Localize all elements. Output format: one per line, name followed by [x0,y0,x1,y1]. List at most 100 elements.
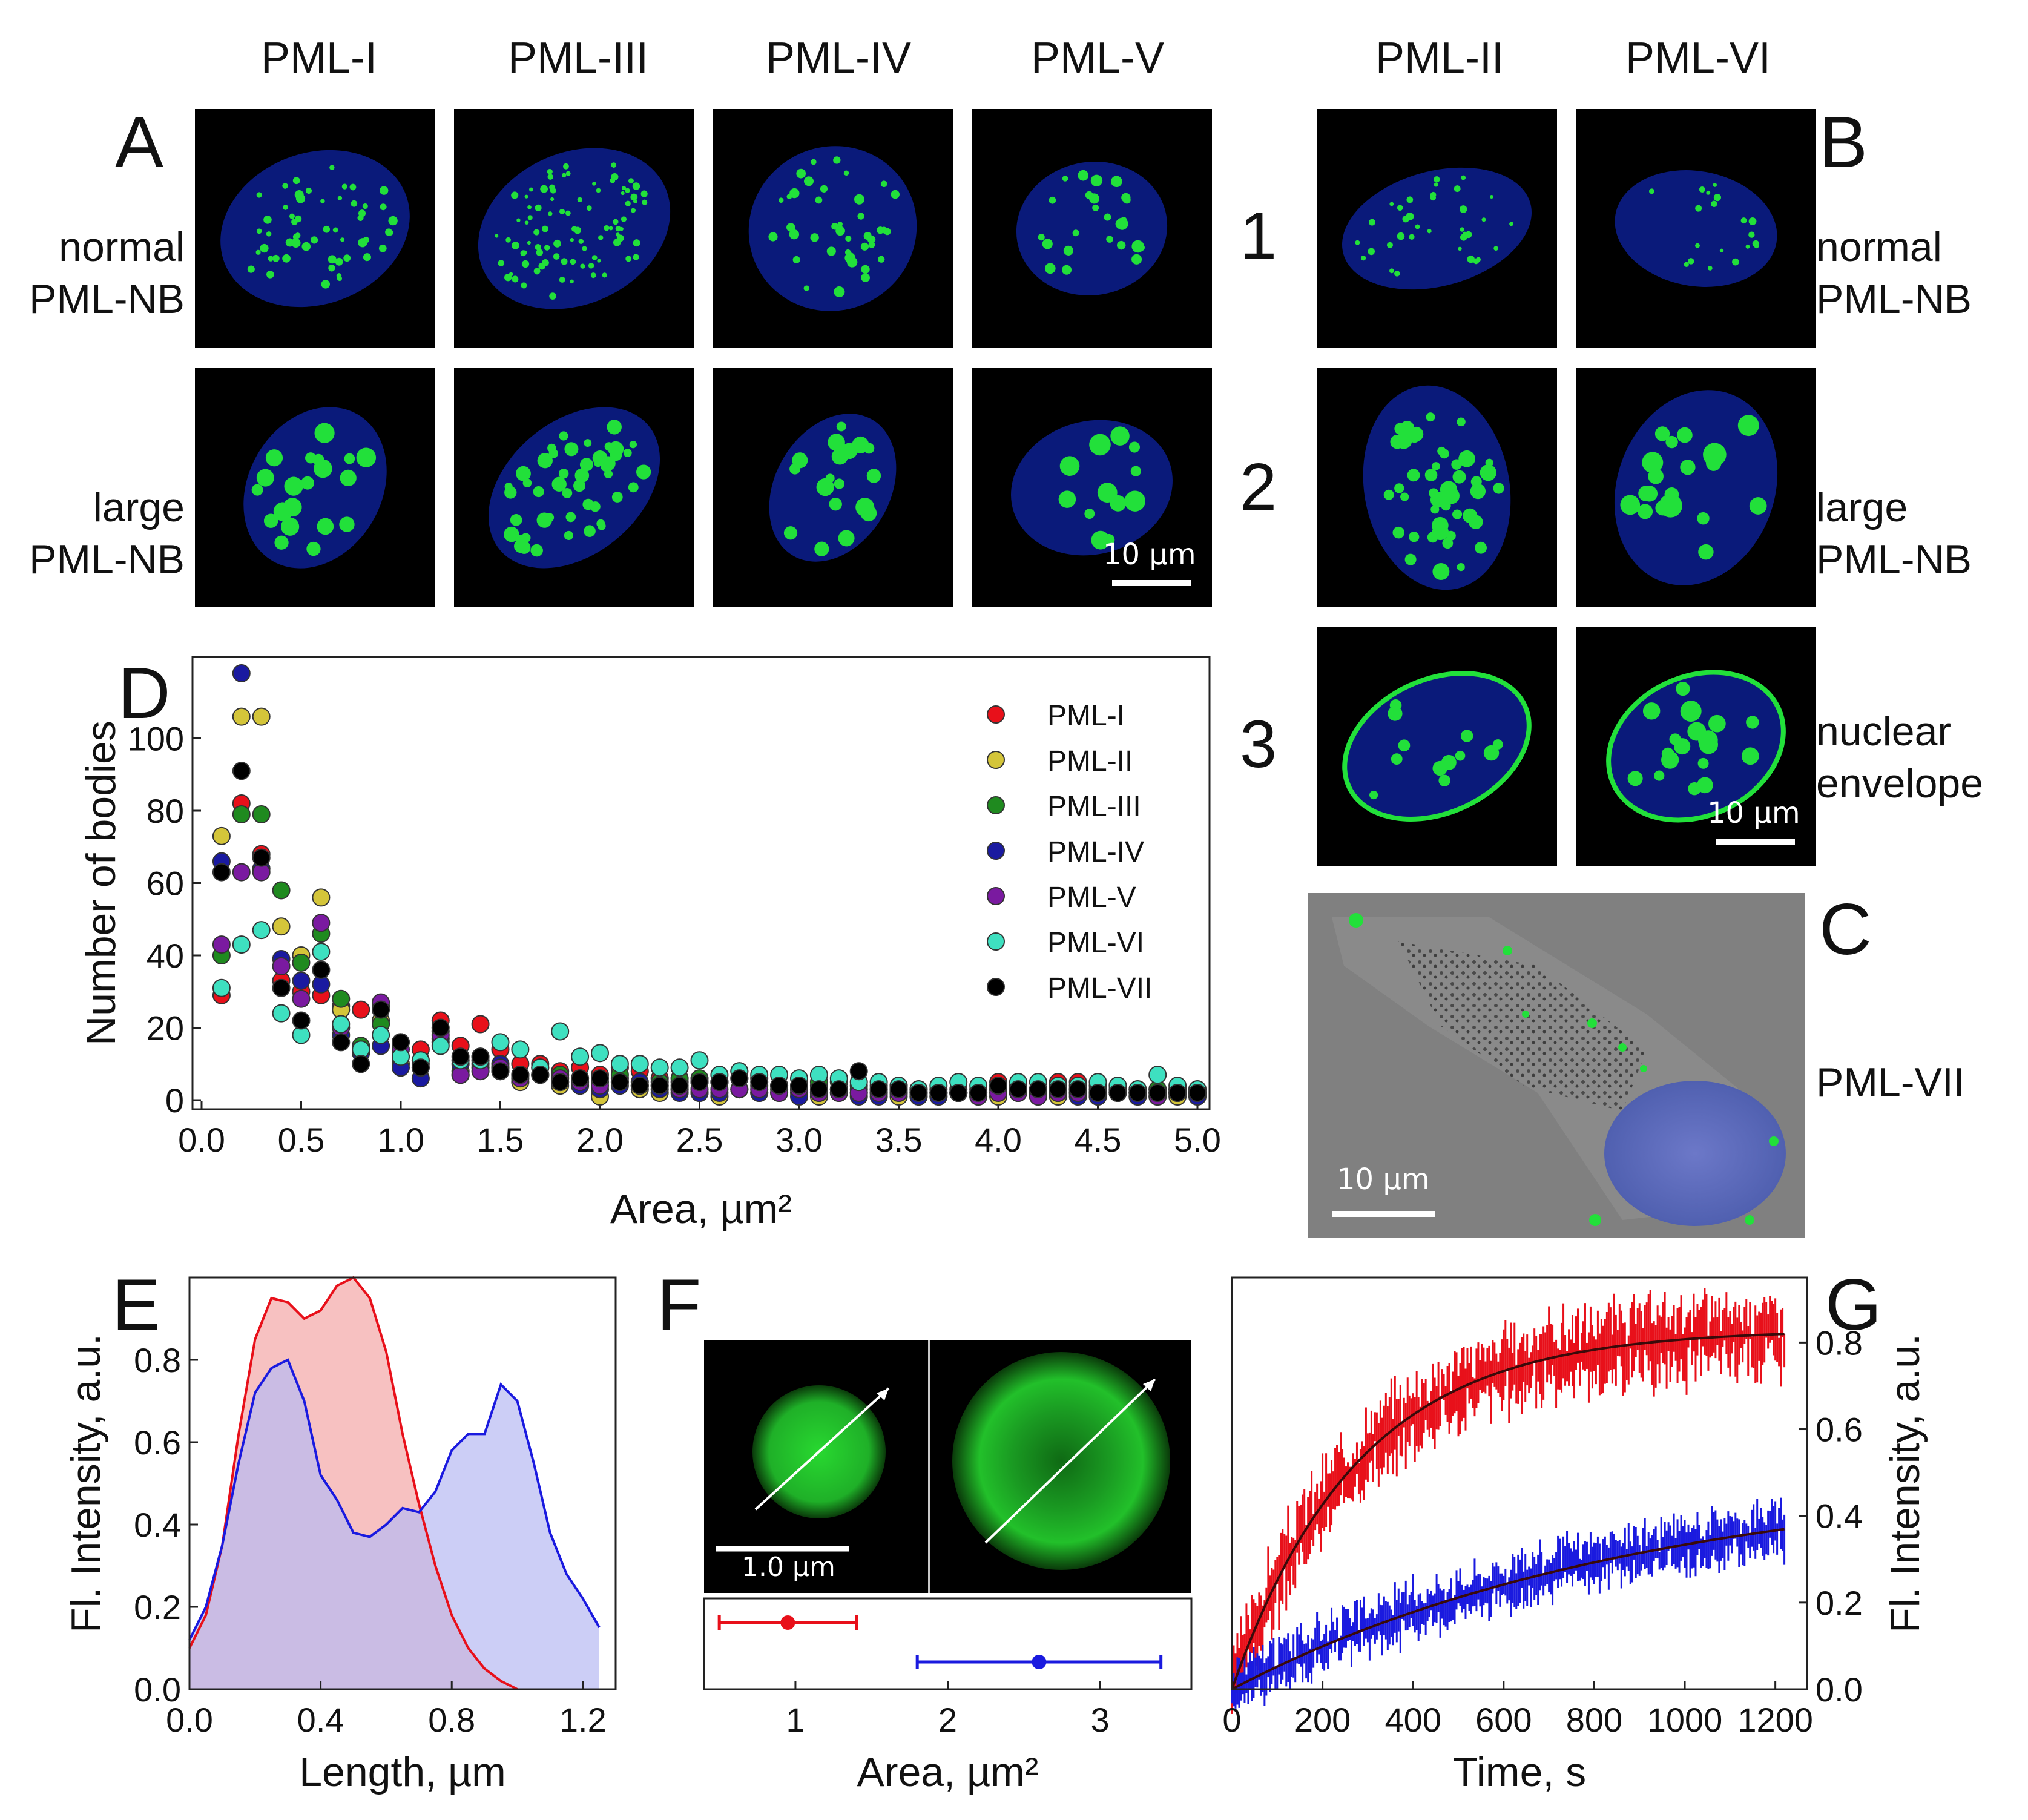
chart-d-point [571,1047,590,1066]
scale-bar-a-label: 10 µm [1103,538,1196,572]
chart-d-point [272,957,291,975]
chart-d-point [730,1069,749,1088]
col-title-pml-iv: PML-IV [765,34,912,82]
micro-a-pml-iv-large [713,368,953,607]
chart-e-area [189,1360,599,1689]
micro-a-pml-v-normal [972,109,1212,348]
chart-d-xtick: 0.0 [178,1121,225,1159]
chart-d-point [630,1055,649,1073]
chart-d-point [750,1073,769,1092]
panel-letter-c: C [1819,889,1872,970]
chart-d-point [411,1058,430,1077]
micro-b-pml-vi-normal [1576,109,1816,348]
micro-b-pml-ii-normal [1317,109,1557,348]
nucleus [220,150,410,308]
chart-d-point [1168,1084,1187,1103]
chart-d-point [372,1000,390,1019]
row-label-b-normal-line2: PML-NB [1816,276,1972,322]
chart-d-point [511,1066,530,1084]
micro-b-pml-vi-large [1576,368,1816,607]
chart-d-point [372,1026,390,1044]
chart-d-xtick: 4.5 [1075,1121,1122,1159]
chart-g-xtick: 1000 [1647,1701,1723,1739]
row-label-b-large-line1: large [1816,484,1908,530]
chart-d-point [551,1073,570,1092]
chart-d-point [312,914,331,932]
chart-d-point [809,1080,828,1099]
chart-d-point [650,1058,669,1077]
chart-d-point [511,1040,530,1059]
row-label-b-envelope-line2: envelope [1816,760,1984,806]
panel-f-micrograph: 1.0 µm [704,1340,1191,1593]
chart-d-point [312,888,331,907]
chart-d-point [1148,1084,1167,1103]
chart-d-point [292,989,311,1008]
micro-a-pml-iv-normal [713,109,953,348]
chart-e-ytick: 0.8 [134,1341,181,1379]
chart-d-point [292,953,311,972]
scale-bar-c-label: 10 µm [1337,1162,1430,1196]
micro-a-pml-i-large-image [195,368,435,607]
col-title-pml-iii: PML-III [507,34,649,82]
chart-d-point [591,1069,609,1088]
chart-d-point [352,1055,370,1073]
chart-d-point [232,935,251,954]
chart-d-point [770,1077,789,1095]
chart-d-xtick: 4.0 [975,1121,1022,1159]
chart-d-point [1029,1080,1047,1099]
chart-d-point [212,978,231,997]
chart-d-xtick: 2.5 [676,1121,723,1159]
chart-d-point [392,1033,410,1052]
scale-bar-b-label: 10 µm [1707,796,1800,830]
col-title-pml-ii: PML-II [1375,34,1504,82]
chart-e-xtick: 0.0 [166,1701,213,1739]
micro-a-pml-iv-normal-image [713,109,953,348]
chart-e-ytick: 0.6 [134,1423,181,1462]
chart-d-ytick: 60 [147,865,184,903]
row-number-3: 3 [1240,707,1277,782]
chart-d-point [670,1077,689,1095]
row-number-1: 1 [1240,199,1277,273]
chart-g-frame [1231,1276,1808,1690]
chart-e-frame [188,1276,617,1690]
row-label-b-normal: normal PML-NB [1816,221,1972,325]
chart-d-point [232,863,251,882]
chart-g-xtick: 400 [1384,1701,1441,1739]
chart-e-ytick: 0.0 [134,1670,181,1709]
row-label-a-normal-line1: normal [59,224,185,270]
chart-d-point [989,1077,1007,1095]
row-label-b-large: large PML-NB [1816,481,1972,585]
chart-d-point [829,1080,848,1099]
chart-d-point [471,1047,490,1066]
chart-d-point [232,805,251,823]
chart-f-frame [703,1597,1193,1690]
chart-d-point [1009,1080,1027,1099]
chart-d-point [332,989,351,1008]
chart-g-ytick: 0.6 [1816,1411,1863,1449]
micro-b-pml-vi-envelope: 10 µm [1576,627,1816,866]
panel-c-nucleus [1604,1081,1786,1226]
row-number-2: 2 [1240,450,1277,524]
chart-d-point [849,1062,868,1081]
panel-letter-f: F [657,1264,702,1345]
row-label-a-normal: normal PML-NB [18,221,185,325]
chart-d-point [232,762,251,780]
micro-b-pml-ii-normal-image [1317,109,1557,348]
chart-d-point [312,960,331,979]
micro-b-pml-vi-large-image [1576,368,1816,607]
row-label-b-envelope: nuclear envelope [1816,705,1983,809]
chart-e-ytick: 0.4 [134,1506,181,1544]
chart-e-ylabel: Fl. Intensity, a.u. [63,1334,109,1633]
panel-c-micrograph: 10 µm [1308,893,1805,1238]
chart-d-point [929,1084,948,1103]
chart-g-ytick: 0.4 [1816,1497,1863,1535]
chart-d-point [909,1084,928,1103]
chart-d-legend-marker [987,978,1005,996]
micro-b-pml-ii-large [1317,368,1557,607]
panel-letter-d: D [118,653,171,734]
chart-d-ytick: 0 [165,1081,184,1119]
row-label-a-large-line1: large [93,484,185,530]
row-label-b-large-line2: PML-NB [1816,536,1972,582]
chart-d-point [869,1080,888,1099]
